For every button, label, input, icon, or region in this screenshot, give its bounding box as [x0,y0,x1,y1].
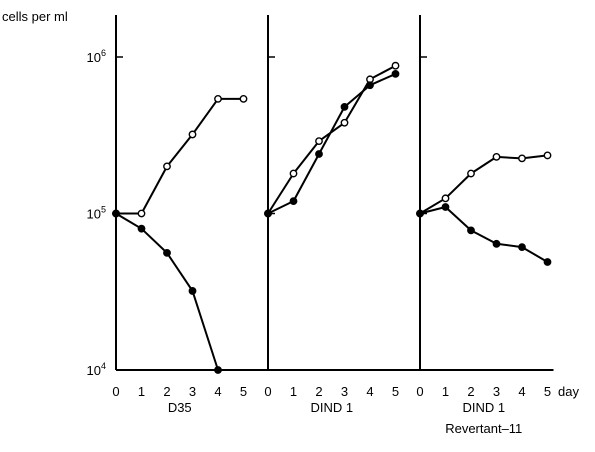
panel: 0 1 2 3 4 5 DIND 1 [264,15,400,415]
x-tick-label: 1 [442,384,449,399]
panel-label: DIND 1 [462,400,505,415]
panel-label: D35 [168,400,192,415]
open-series-point [137,209,146,218]
x-tick-label: 0 [416,384,423,399]
x-tick-label: 5 [392,384,399,399]
open-series-point [467,169,475,178]
filled-series-point [112,209,120,218]
x-tick-label: 2 [467,384,474,399]
filled-series-point [163,249,171,257]
panels: 0 1 2 3 4 5 D35 0 1 2 3 4 5 DIND 1 0 1 2 3 4 5 DIND 1 Reverta… [112,15,554,436]
x-tick-label: 4 [214,384,221,399]
x-tick-label: 2 [315,384,322,399]
x-tick-label: 1 [290,384,297,399]
filled-series-line [267,72,396,215]
open-series-point [391,61,400,70]
filled-series-line [115,212,219,371]
open-series-point [214,94,222,103]
x-unit-label: day [558,384,579,399]
open-series-point [441,194,450,203]
x-tick-label: 3 [341,384,348,399]
y-tick-exponent: 4 [101,361,106,371]
filled-series-point [366,81,374,90]
filled-series-point [264,209,272,218]
x-tick-label: 0 [264,384,271,399]
panel-label: DIND 1 [310,400,353,415]
y-unit-label: cells per ml [2,9,68,24]
x-tick-label: 1 [138,384,145,399]
x-tick-label: 4 [518,384,525,399]
filled-series-point [543,258,552,266]
y-tick-label: 105 [87,205,106,222]
filled-series-point [137,224,146,233]
x-tick-label: 5 [544,384,551,399]
x-tick-label: 3 [189,384,196,399]
open-series-point [543,151,552,160]
x-tick-label: 0 [112,384,119,399]
open-series-point [315,137,323,146]
filled-series-point [492,239,501,248]
open-series-point [492,152,501,161]
open-series-point [289,169,298,178]
y-tick-label: 106 [87,48,106,65]
y-tick-label: 104 [87,361,106,378]
filled-series-point [214,366,222,374]
open-series-line [116,97,244,215]
x-tick-label: 4 [366,384,373,399]
panel-label: Revertant–11 [445,421,522,436]
open-series-point [518,154,526,163]
filled-series-point [391,69,400,78]
filled-series-point [441,203,450,211]
x-tick-label: 2 [163,384,170,399]
y-tick-base: 10 [87,50,101,65]
y-tick-base: 10 [87,363,101,378]
filled-series-point [188,287,197,295]
filled-series-point [315,150,323,158]
filled-series-point [416,209,424,218]
filled-series-point [340,102,349,111]
open-series-point [340,118,349,127]
open-series-point [163,162,171,171]
x-tick-label: 5 [240,384,247,399]
x-tick-label: 3 [493,384,500,399]
panel: 0 1 2 3 4 5 D35 [112,15,248,415]
filled-series-point [289,197,298,206]
panel: 0 1 2 3 4 5 DIND 1 Revertant–11 [416,15,552,436]
y-tick-exponent: 5 [101,205,106,215]
y-tick-base: 10 [87,207,101,222]
open-series-line [267,64,396,215]
open-series-point [188,130,197,139]
filled-series-point [518,243,526,251]
y-tick-exponent: 6 [101,48,106,58]
filled-series-line [419,206,549,263]
open-series-line [419,154,548,215]
filled-series-point [467,226,475,235]
open-series-point [239,94,248,103]
